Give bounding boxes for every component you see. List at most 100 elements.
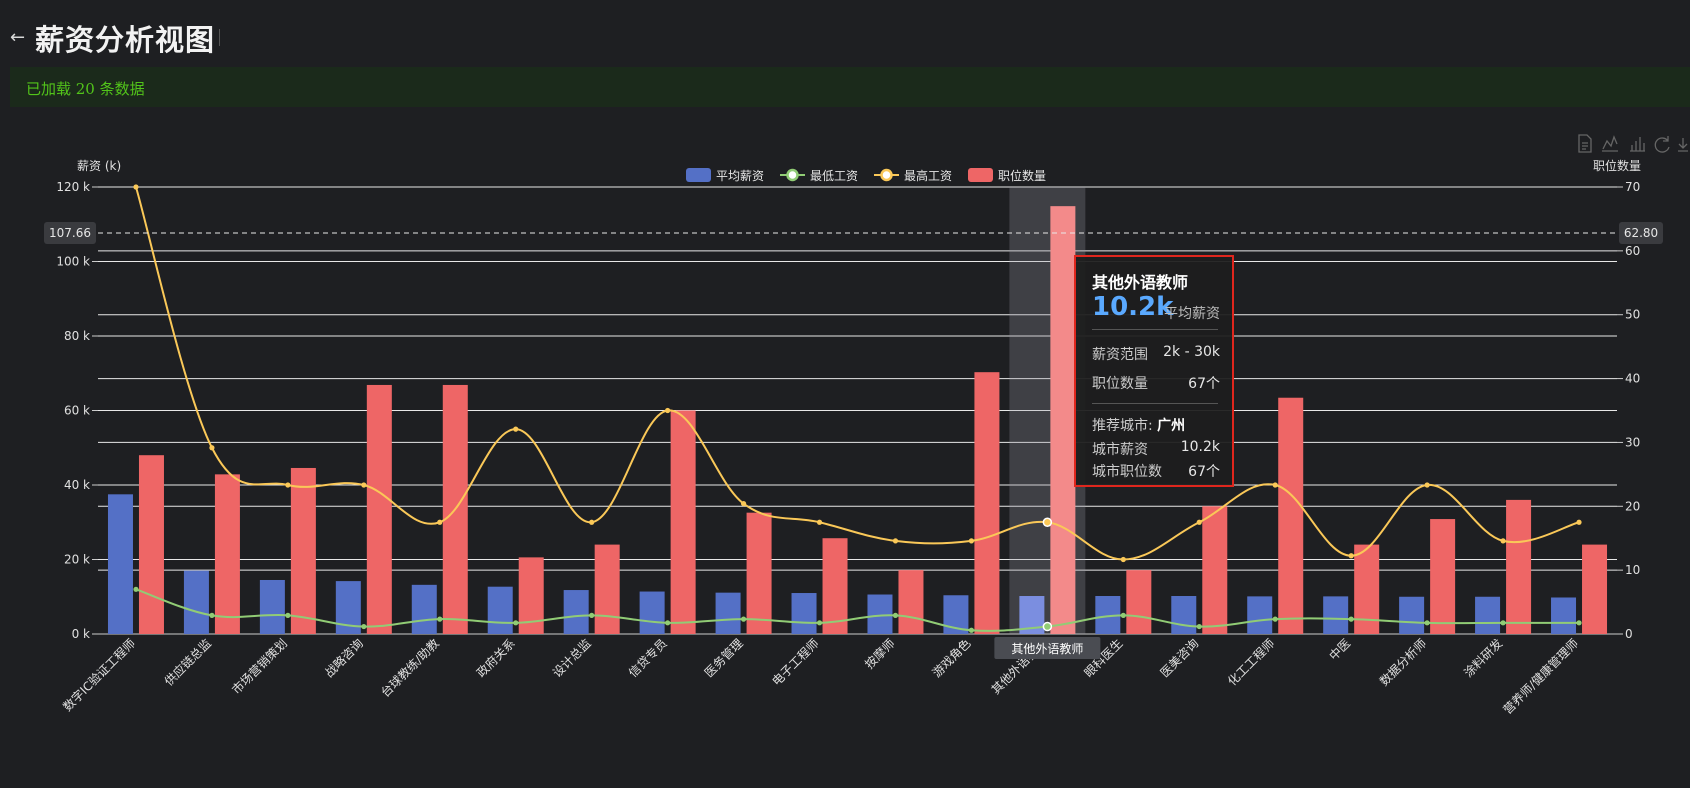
title-divider [219, 29, 220, 46]
line-point [968, 538, 975, 544]
tooltip: 其他外语教师 10.2k 平均薪资 薪资范围 2k - 30k 职位数量 67个… [1074, 255, 1234, 487]
line-point [1500, 538, 1506, 544]
page-title: 薪资分析视图 [35, 23, 216, 57]
bar-job-count [1506, 499, 1532, 634]
line-point [892, 538, 899, 544]
line-point [589, 519, 595, 525]
right-tick-label: 30 [1625, 435, 1640, 449]
bar-avg-salary [715, 592, 741, 634]
mark-lines: 107.66 62.80 [44, 221, 1663, 244]
mark-label-left: 107.66 [49, 226, 91, 240]
bar-avg-salary [1475, 596, 1501, 634]
right-tick-label: 70 [1625, 180, 1640, 194]
tooltip-city-salary-label: 城市薪资 [1092, 442, 1148, 458]
data-view-icon[interactable] [1578, 134, 1592, 153]
right-axis-name: 职位数量 [1593, 158, 1641, 173]
bar-job-count [1582, 544, 1608, 634]
bar-job-count [1202, 506, 1228, 634]
line-point [1042, 621, 1053, 632]
legend-label: 平均薪资 [716, 169, 764, 183]
tooltip-city-name: 广州 [1157, 418, 1186, 434]
x-axis-label: 按摩师 [862, 636, 898, 672]
line-point [513, 620, 519, 626]
series-lines [133, 184, 1582, 633]
line-point [740, 616, 747, 622]
line-point [665, 620, 671, 626]
legend-swatch [968, 168, 993, 182]
line-point [209, 612, 215, 618]
legend-swatch [686, 168, 711, 182]
bar-avg-salary [1399, 596, 1425, 634]
x-axis-label: 医务管理 [701, 636, 746, 681]
line-max-salary [135, 186, 1580, 561]
legend-label: 最高工资 [904, 168, 952, 183]
line-point [665, 407, 671, 414]
x-axis-label: 信贷专员 [625, 636, 670, 681]
tooltip-city-label: 推荐城市: [1092, 418, 1153, 434]
restore-icon[interactable] [1654, 136, 1670, 153]
line-point [1196, 519, 1202, 525]
bar-job-count [974, 372, 1000, 634]
x-axis-labels: 数字IC验证工程师 供应链总监 市场营销策划 战略咨询 台球教练/助教 政府关系 设计总监信… [60, 636, 1581, 717]
x-axis-label: 中医 [1326, 636, 1354, 664]
legend-swatch-dot [786, 168, 799, 182]
line-point [285, 612, 291, 618]
x-axis-label: 数字IC验证工程师 [60, 636, 138, 714]
x-axis-label: 设计总监 [550, 636, 594, 680]
legend-label: 职位数量 [998, 168, 1046, 183]
bar-avg-salary [1323, 596, 1349, 634]
line-point [285, 482, 291, 488]
mark-label-right: 62.80 [1624, 226, 1658, 240]
right-tick-label: 20 [1625, 499, 1640, 513]
x-axis-label: 涂料研发 [1461, 636, 1506, 681]
left-tick-label: 80 k [64, 329, 90, 343]
status-message: 已加载 20 条数据 [26, 80, 145, 98]
left-axis-name: 薪资 (k) [77, 159, 121, 173]
tooltip-city-salary-value: 10.2k [1180, 439, 1220, 455]
line-switch-icon[interactable] [1602, 135, 1618, 152]
bar-job-count [1126, 570, 1152, 634]
legend-swatch-dot [880, 168, 893, 182]
tooltip-row-city-count: 城市职位数 67个 [1092, 461, 1220, 481]
mark-label-right-bg [1619, 221, 1663, 244]
bar-avg-salary [259, 579, 285, 634]
left-tick-label: 100 k [56, 255, 90, 269]
line-point [1120, 612, 1126, 618]
back-arrow-icon[interactable]: ← [10, 27, 26, 48]
mark-label-left-bg [44, 221, 96, 244]
bar-job-count [898, 570, 924, 634]
x-axis-label: 战略咨询 [321, 636, 366, 681]
bar-avg-salary [107, 494, 133, 634]
tooltip-count-label: 职位数量 [1092, 376, 1148, 392]
bar-job-count [1430, 519, 1456, 634]
x-axis-label: 游戏角色 [930, 636, 974, 680]
line-point [1120, 556, 1126, 563]
bar-job-count [1278, 397, 1304, 634]
left-tick-label: 60 k [64, 404, 90, 418]
tooltip-row-count: 职位数量 67个 [1092, 373, 1220, 393]
tooltip-range-value: 2k - 30k [1163, 344, 1220, 360]
x-axis-label: 供应链总监 [161, 636, 214, 689]
bar-job-count [670, 410, 696, 634]
bar-avg-salary [639, 591, 665, 634]
x-axis-label: 政府关系 [473, 636, 518, 681]
tooltip-avg-value: 10.2k [1092, 292, 1174, 322]
tooltip-avg-label: 平均薪资 [1164, 306, 1220, 322]
axis-pointer-label: 其他外语教师 [1011, 641, 1083, 656]
x-axis-label: 台球教练/助教 [378, 636, 442, 700]
x-axis-label: 市场营销策划 [228, 636, 290, 698]
right-tick-label: 50 [1625, 308, 1640, 322]
bar-job-count [366, 384, 392, 634]
tooltip-range-label: 薪资范围 [1092, 347, 1148, 363]
tooltip-row-range: 薪资范围 2k - 30k [1092, 344, 1220, 364]
x-axis-label: 医美咨询 [1157, 636, 1202, 681]
line-point [1272, 482, 1278, 488]
line-point [968, 627, 975, 633]
bar-avg-salary [563, 590, 589, 634]
x-axis-label: 电子工程师 [769, 636, 822, 689]
line-point [589, 612, 595, 618]
bar-switch-icon[interactable] [1630, 137, 1645, 152]
tooltip-city: 推荐城市: 广州 [1092, 415, 1185, 435]
bar-avg-salary [1247, 596, 1273, 634]
save-image-icon[interactable] [1678, 138, 1688, 152]
